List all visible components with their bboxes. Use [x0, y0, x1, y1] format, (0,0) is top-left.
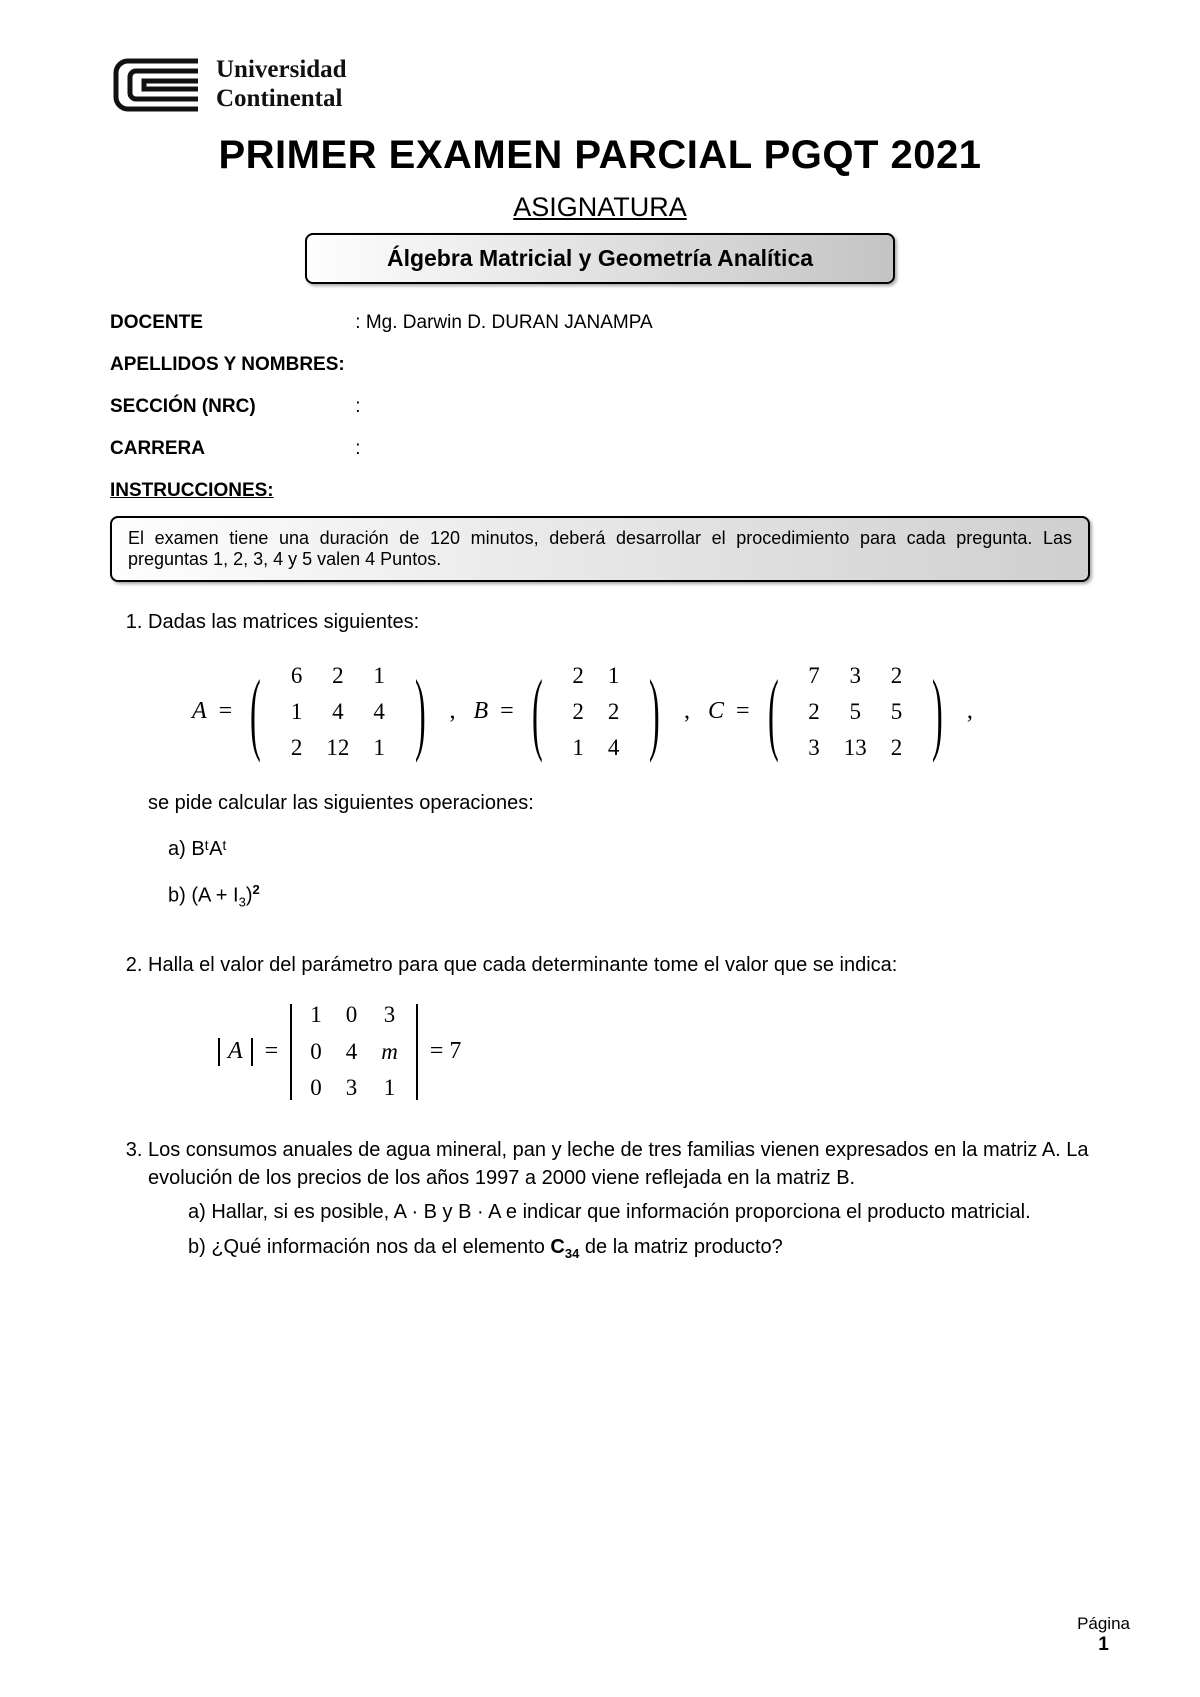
docente-label: DOCENTE	[110, 312, 350, 334]
matrix-C-name: C	[704, 695, 728, 729]
q3-b: b) ¿Qué información nos da el elemento C…	[188, 1233, 1090, 1264]
det-matrix: 103 04m 031	[298, 997, 410, 1106]
det-bar-icon	[416, 1004, 418, 1100]
rparen-icon: )	[415, 666, 426, 758]
question-1: Dadas las matrices siguientes: A = ( 621…	[148, 608, 1090, 911]
footer-label: Página	[1077, 1614, 1130, 1634]
matrix-A: 621 144 2121	[279, 658, 397, 767]
carrera-row: CARRERA :	[110, 438, 1090, 460]
apellidos-label: APELLIDOS Y NOMBRES:	[110, 354, 350, 376]
university-line2: Continental	[216, 85, 347, 114]
university-logo-icon	[110, 55, 202, 115]
university-line1: Universidad	[216, 56, 347, 85]
page-number: 1	[1077, 1634, 1130, 1657]
q2-determinant: A = 103 04m 031 = 7	[218, 997, 1090, 1106]
carrera-value: :	[355, 438, 360, 459]
apellidos-row: APELLIDOS Y NOMBRES:	[110, 354, 1090, 376]
q1-a: a) BᵗAᵗ	[168, 835, 1090, 863]
abs-bar-icon	[218, 1038, 220, 1066]
q1-after: se pide calcular las siguientes operacio…	[148, 789, 1090, 817]
lparen-icon: (	[768, 666, 779, 758]
carrera-label: CARRERA	[110, 438, 350, 460]
instructions-box: El examen tiene una duración de 120 minu…	[110, 516, 1090, 582]
subject-label: ASIGNATURA	[110, 192, 1090, 223]
university-name: Universidad Continental	[216, 56, 347, 114]
seccion-row: SECCIÓN (NRC) :	[110, 396, 1090, 418]
university-header: Universidad Continental	[110, 55, 1090, 115]
q3-a: a) Hallar, si es posible, A · B y B · A …	[188, 1198, 1090, 1227]
questions-list: Dadas las matrices siguientes: A = ( 621…	[110, 608, 1090, 1264]
q2-rhs: = 7	[424, 1035, 462, 1069]
det-bar-icon	[290, 1004, 292, 1100]
q1-matrices: A = ( 621 144 2121 ) , B = ( 21 22	[188, 658, 1090, 767]
lparen-icon: (	[250, 666, 261, 758]
matrix-B: 21 22 14	[560, 658, 631, 767]
matrix-C: 732 255 3132	[796, 658, 914, 767]
q2-text: Halla el valor del parámetro para que ca…	[148, 954, 897, 976]
q3-text: Los consumos anuales de agua mineral, pa…	[148, 1139, 1089, 1189]
docente-value: : Mg. Darwin D. DURAN JANAMPA	[355, 312, 652, 333]
seccion-label: SECCIÓN (NRC)	[110, 396, 350, 418]
q1-text: Dadas las matrices siguientes:	[148, 611, 419, 633]
exam-title: PRIMER EXAMEN PARCIAL PGQT 2021	[110, 133, 1090, 178]
rparen-icon: )	[932, 666, 943, 758]
lparen-icon: (	[532, 666, 543, 758]
question-3: Los consumos anuales de agua mineral, pa…	[148, 1136, 1090, 1264]
matrix-B-name: B	[470, 695, 493, 729]
subject-name-box: Álgebra Matricial y Geometría Analítica	[305, 233, 895, 284]
abs-bar-icon	[251, 1038, 253, 1066]
instrucciones-label: INSTRUCCIONES:	[110, 480, 1090, 502]
page-footer: Página 1	[1077, 1614, 1130, 1657]
seccion-value: :	[355, 396, 360, 417]
exam-page: Universidad Continental PRIMER EXAMEN PA…	[0, 0, 1200, 1697]
q1-b: b) (A + I3)2	[168, 881, 1090, 912]
question-2: Halla el valor del parámetro para que ca…	[148, 951, 1090, 1106]
rparen-icon: )	[649, 666, 660, 758]
docente-row: DOCENTE : Mg. Darwin D. DURAN JANAMPA	[110, 312, 1090, 334]
matrix-A-name: A	[188, 695, 211, 729]
